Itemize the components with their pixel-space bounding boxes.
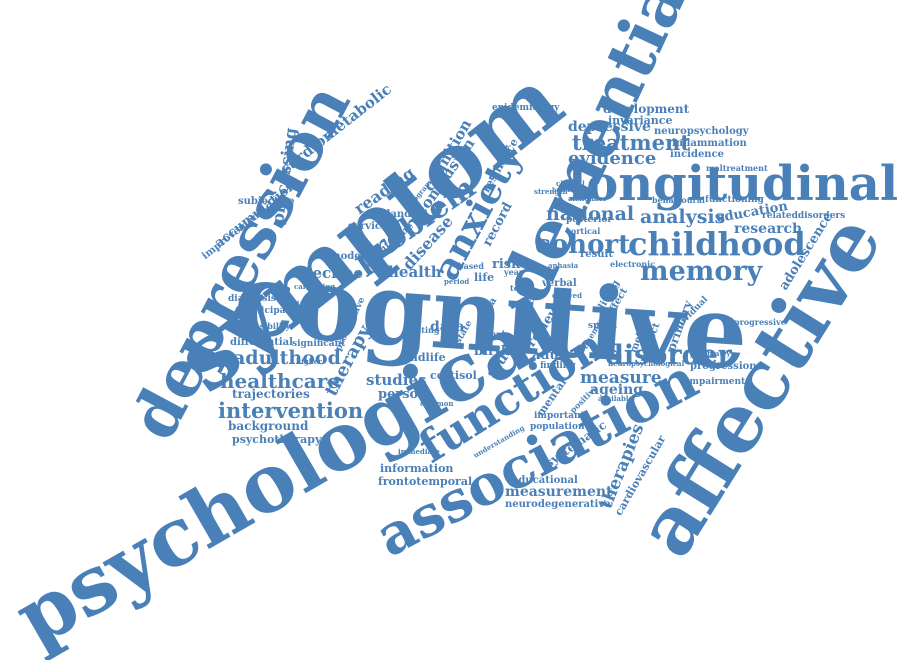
word-cloud-word: ageing — [590, 382, 644, 398]
word-cloud-word: speed — [588, 321, 618, 331]
word-cloud-word: memory — [640, 256, 763, 287]
word-cloud-word: progression — [690, 361, 757, 372]
word-cloud-word: disorder — [605, 340, 732, 371]
word-cloud-word: verbal — [542, 278, 577, 289]
word-cloud-word: research — [734, 221, 803, 237]
word-cloud-word: posterior — [566, 215, 613, 225]
word-cloud-word: background — [228, 419, 309, 433]
word-cloud-word: year — [504, 267, 524, 277]
word-cloud-word: participant — [240, 306, 297, 316]
word-cloud-word: cortical — [566, 226, 601, 236]
word-cloud-word: person — [378, 387, 428, 402]
word-cloud-word: electronic — [610, 259, 656, 269]
word-cloud-word: intervention — [218, 398, 364, 423]
word-cloud-word: life — [474, 271, 495, 284]
word-cloud-word: population — [530, 422, 585, 432]
word-cloud-word: measure — [580, 368, 662, 388]
word-cloud-word: risk — [492, 257, 521, 272]
word-cloud-word: differential — [230, 337, 293, 348]
word-cloud-word: model — [330, 251, 365, 262]
word-cloud-word: educational — [512, 475, 578, 486]
word-cloud-word: healthcare — [220, 369, 340, 393]
word-cloud-word: midlife — [402, 351, 446, 364]
word-cloud-word: epidemiology — [492, 103, 560, 113]
word-cloud-word: significant — [292, 339, 346, 349]
word-cloud-word: decline — [302, 264, 364, 282]
word-cloud-word: data — [430, 319, 465, 335]
word-cloud-word: important — [534, 411, 585, 421]
word-cloud-word: psychotherapy — [232, 433, 322, 446]
word-cloud-word: impairment — [686, 377, 746, 387]
word-cloud-word: treatment — [572, 130, 690, 155]
word-cloud-word: brain — [552, 187, 570, 194]
word-cloud-word: immediate — [398, 447, 440, 456]
word-cloud-word: incidence — [670, 149, 725, 160]
word-cloud-word: period — [444, 277, 470, 286]
word-cloud-word: feasibility — [246, 321, 291, 331]
word-cloud-word: childhood — [628, 225, 806, 263]
word-cloud-word: functioning — [705, 195, 764, 205]
word-cloud-word: adult — [532, 348, 570, 363]
word-cloud-word: higher — [296, 357, 322, 366]
word-cloud-word: common — [420, 399, 454, 408]
word-cloud-word: invariance — [608, 114, 673, 127]
word-cloud-word: result — [580, 249, 613, 260]
word-cloud-word: finding — [540, 361, 576, 371]
word-cloud-word: available — [598, 394, 633, 403]
word-cloud-word: reliable — [286, 299, 317, 308]
word-cloud-word: longitudinal — [568, 156, 899, 212]
word-cloud-word: neuropsychology — [654, 126, 749, 137]
word-cloud-word: alzheimer — [568, 194, 607, 203]
word-cloud-word: based — [458, 261, 484, 271]
word-cloud-word: trajectories — [232, 387, 310, 401]
word-cloud-word: testing — [408, 325, 440, 335]
word-cloud-word: neuropsychological — [608, 359, 685, 368]
word-cloud-word: inflammation — [672, 138, 747, 149]
word-cloud-word: adulthood — [233, 347, 341, 369]
word-cloud-word: subjective — [238, 196, 295, 207]
word-cloud-word: national — [546, 203, 635, 225]
word-cloud-word: clinical — [556, 179, 585, 188]
word-cloud-word: behavioural — [652, 195, 705, 205]
word-cloud-word: caregiving — [294, 282, 336, 291]
word-cloud-word: health — [388, 263, 442, 281]
word-cloud-word: delayed — [552, 291, 582, 300]
word-cloud-word: england — [366, 209, 412, 220]
word-cloud-word: measurement — [505, 484, 613, 500]
word-cloud-word: psychiatry — [690, 349, 731, 358]
word-cloud-word: evidence — [568, 148, 657, 169]
word-cloud-word: maltreatment — [706, 163, 768, 173]
word-cloud-word: frontotemporal — [378, 475, 473, 488]
word-cloud-word: test — [510, 283, 527, 293]
word-cloud-word: neurodegenerative — [505, 499, 611, 510]
word-cloud-word: information — [380, 462, 454, 475]
word-cloud-word: aphasia — [548, 261, 579, 270]
word-cloud-word: strength — [534, 187, 568, 196]
word-cloud-word: service — [348, 221, 388, 232]
word-cloud-word: cortisol — [430, 369, 477, 382]
word-cloud-word: relateddisorders — [762, 211, 846, 221]
word-cloud-word: depressive — [568, 119, 651, 135]
word-cloud-word: progressive — [734, 317, 786, 327]
word-cloud-word: studies — [366, 371, 427, 389]
word-cloud-word: cohort — [535, 230, 631, 260]
word-cloud-word: sample — [478, 329, 510, 339]
word-cloud-word: analysis — [640, 206, 726, 228]
word-cloud-word: development — [603, 102, 690, 116]
word-cloud-word: birth — [474, 344, 511, 359]
word-cloud-word: diagnosis — [228, 294, 276, 304]
